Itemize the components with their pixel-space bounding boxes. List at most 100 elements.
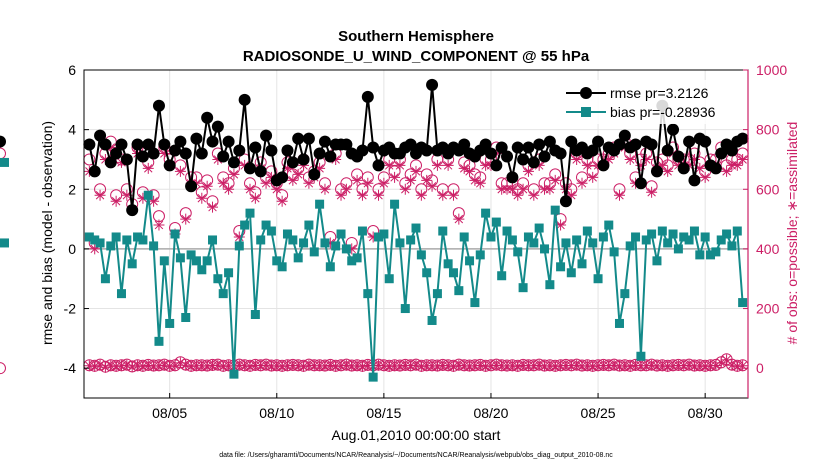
obs-assimilated-point [255, 360, 267, 372]
obs-assimilated-point [174, 165, 186, 177]
obs-assimilated-point [330, 153, 342, 165]
bias-point [432, 289, 442, 299]
obs-assimilated-point [201, 360, 213, 372]
bias-point [288, 235, 298, 245]
obs-assimilated-point [281, 162, 293, 174]
obs-assimilated-point [126, 361, 138, 373]
bias-point [470, 298, 480, 308]
bias-point [159, 256, 169, 266]
obs-assimilated-point [699, 171, 711, 183]
rmse-point [629, 138, 642, 151]
obs-assimilated-point [474, 177, 486, 189]
rmse-point [179, 147, 192, 160]
y-left-tick-label: 6 [68, 62, 76, 78]
bias-point [513, 247, 523, 257]
bias-point [229, 369, 239, 379]
obs-assimilated-point [137, 360, 149, 372]
obs-assimilated-point [335, 360, 347, 372]
obs-assimilated-point [115, 360, 127, 372]
obs-assimilated-point [656, 360, 668, 372]
obs-assimilated-point [330, 360, 342, 372]
bias-point [100, 274, 110, 284]
bias-point [191, 256, 201, 266]
bias-point [582, 226, 592, 236]
rmse-point [527, 156, 540, 169]
rmse-point [586, 144, 599, 157]
obs-assimilated-point [142, 162, 154, 174]
rmse-point [249, 141, 262, 154]
rmse-point [190, 132, 203, 145]
rmse-point [683, 135, 696, 148]
rmse-point [340, 138, 353, 151]
rmse-point [565, 135, 578, 148]
obs-assimilated-point [249, 192, 261, 204]
obs-assimilated-point [298, 360, 310, 372]
bias-point [636, 351, 646, 361]
rmse-point [206, 135, 219, 148]
bias-point [668, 229, 678, 239]
bias-point [572, 235, 582, 245]
obs-assimilated-point [110, 360, 122, 372]
rmse-point [420, 144, 433, 157]
obs-assimilated-point [522, 165, 534, 177]
bias-point [443, 259, 453, 269]
bias-line [88, 195, 744, 378]
obs-assimilated-point [565, 360, 577, 372]
obs-assimilated-point [373, 189, 385, 201]
obs-assimilated-point [394, 360, 406, 372]
obs-assimilated-point [324, 237, 336, 249]
axes: 08/05 08/10 08/15 08/20 08/25 08/30 -4 -2 0 2 4 6 0 2… [64, 62, 788, 421]
obs-assimilated-point [699, 360, 711, 372]
legend-marker [580, 87, 592, 99]
obs-assimilated-point [571, 153, 583, 165]
obs-assimilated-point [271, 360, 283, 372]
obs-assimilated-point [158, 359, 170, 371]
rmse-point [142, 138, 155, 151]
rmse-point [83, 138, 96, 151]
bias-point [379, 229, 389, 239]
obs-assimilated-point [431, 360, 443, 372]
bias-point [261, 220, 271, 230]
obs-assimilated-point [383, 159, 395, 171]
bias-point [689, 226, 699, 236]
bias-point [331, 241, 341, 251]
obs-assimilated-point [506, 360, 518, 372]
rmse-point [104, 156, 117, 169]
obs-assimilated-point [276, 195, 288, 207]
obs-assimilated-point [287, 174, 299, 186]
obs-assimilated-point [426, 180, 438, 192]
bias-point [518, 283, 528, 293]
x-tick-label: 08/20 [473, 405, 508, 421]
bias-point [304, 220, 314, 230]
x-tick-label: 08/10 [259, 405, 294, 421]
rmse-point [136, 150, 149, 163]
obs-assimilated-point [137, 192, 149, 204]
legend-label: rmse pr=3.2126 [610, 85, 709, 101]
bias-point [695, 250, 705, 260]
obs-assimilated-point [319, 360, 331, 372]
bias-point [422, 268, 432, 278]
obs-assimilated-point [389, 171, 401, 183]
obs-assimilated-point [613, 189, 625, 201]
rmse-point [517, 153, 530, 166]
rmse-point [613, 138, 626, 151]
obs-assimilated-point [153, 360, 165, 372]
rmse-point [286, 156, 299, 169]
bias-point [95, 238, 105, 248]
bias-point [111, 232, 121, 242]
bias-point [400, 304, 410, 314]
bias-point [732, 226, 742, 236]
rmse-point [645, 138, 658, 151]
obs-assimilated-point [233, 359, 245, 371]
rmse-point [88, 165, 101, 178]
bias-point [481, 208, 491, 218]
rmse-point [538, 150, 551, 163]
chart-subtitle: RADIOSONDE_U_WIND_COMPONENT @ 55 hPa [243, 48, 590, 65]
bias-point [325, 262, 335, 272]
obs-assimilated-point [431, 159, 443, 171]
bias-point [657, 226, 667, 236]
obs-assimilated-point [624, 360, 636, 372]
bias-point [561, 238, 571, 248]
bias-point [165, 318, 175, 328]
obs-assimilated-point [303, 177, 315, 189]
